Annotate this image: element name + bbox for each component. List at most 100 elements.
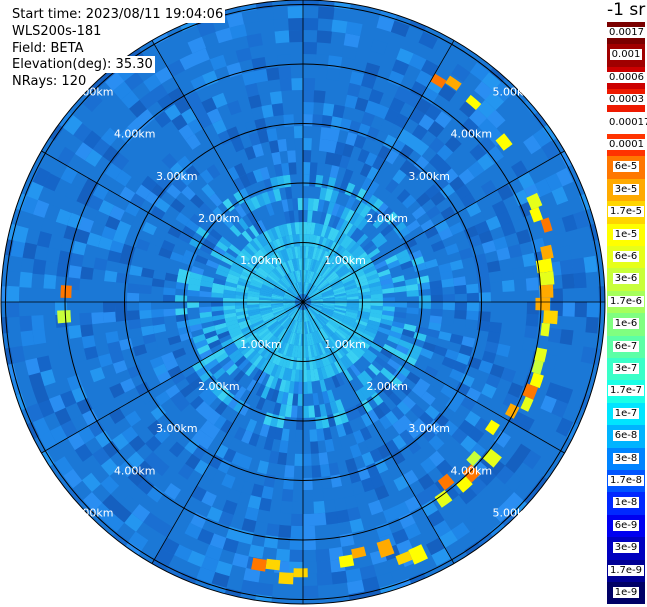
scan-cell: [284, 275, 293, 286]
scan-cell: [202, 70, 219, 87]
scan-cell: [288, 30, 304, 43]
scan-cell: [477, 99, 496, 119]
scan-cell: [503, 492, 523, 512]
scan-cell: [128, 531, 149, 551]
scan-cell: [330, 570, 348, 585]
scan-cell: [333, 497, 348, 512]
scan-cell: [341, 322, 353, 331]
scan-cell: [310, 369, 316, 382]
scan-cell: [212, 282, 225, 290]
scan-cell: [346, 293, 359, 298]
scan-cell: [302, 369, 308, 383]
scan-cell: [421, 59, 440, 78]
scan-cell: [370, 289, 383, 295]
scan-cell: [290, 405, 298, 418]
scan-cell: [338, 343, 349, 355]
scan-cell: [365, 244, 378, 256]
scan-cell: [317, 315, 327, 325]
scan-cell: [271, 306, 284, 311]
scan-cell: [112, 531, 129, 547]
scan-cell: [366, 323, 380, 331]
scan-cell: [257, 249, 268, 261]
scan-cell: [368, 281, 382, 288]
scan-cell: [310, 298, 323, 302]
scan-cell: [349, 443, 362, 459]
colorbar-cell: 6e-6: [607, 246, 645, 269]
scan-cell: [302, 465, 313, 479]
scan-cell: [344, 94, 359, 109]
scan-cell: [124, 71, 144, 91]
scan-cell: [323, 163, 333, 177]
scan-cell: [291, 271, 297, 284]
scan-cell: [356, 233, 369, 246]
scan-cell: [442, 168, 459, 184]
scan-cell: [199, 311, 213, 319]
scan-cell: [250, 195, 261, 210]
scan-cell: [394, 296, 408, 303]
scan-cell: [28, 213, 45, 232]
scan-cell: [72, 348, 87, 364]
scan-cell: [86, 232, 102, 248]
scan-cell: [254, 271, 267, 280]
scan-cell: [49, 124, 64, 141]
scan-cell: [356, 373, 369, 387]
scan-cell: [382, 506, 399, 523]
scan-cell: [277, 341, 286, 354]
scan-cell: [205, 43, 224, 60]
scan-cell: [190, 194, 205, 209]
scan-cell: [308, 307, 318, 317]
scan-cell: [237, 358, 250, 371]
scan-cell: [314, 260, 321, 273]
scan-cell: [271, 296, 284, 300]
scan-cell: [286, 368, 293, 381]
scan-cell: [328, 319, 340, 328]
range-ring-label: 3.00km: [408, 422, 450, 435]
scan-cell: [151, 277, 165, 288]
scan-cell: [357, 310, 371, 317]
scan-cell: [389, 375, 403, 388]
scan-cell: [434, 220, 450, 234]
scan-cell: [283, 295, 296, 300]
scan-cell: [28, 371, 45, 390]
scan-cell: [303, 0, 320, 7]
scan-cell: [346, 302, 359, 305]
scan-cell: [304, 258, 308, 271]
scan-cell: [274, 365, 282, 379]
scan-cell: [162, 294, 176, 302]
scan-cell: [316, 162, 326, 176]
scan-cell: [26, 403, 44, 423]
scan-cell: [440, 384, 456, 399]
scan-cell: [249, 239, 261, 252]
scan-cell: [313, 404, 322, 418]
scan-cell: [522, 488, 538, 505]
scan-cell: [369, 312, 382, 319]
scan-cell: [235, 307, 248, 313]
scan-cell: [161, 351, 176, 364]
scan-cell: [305, 309, 310, 322]
colorbar-cell: 1.7e-7: [607, 380, 645, 403]
scan-cell: [125, 177, 142, 194]
scan-cell: [416, 212, 431, 226]
scan-cell: [305, 283, 312, 295]
scan-cell: [485, 90, 505, 111]
scan-cell: [428, 153, 445, 170]
scan-cell: [266, 67, 280, 81]
scan-cell: [453, 276, 467, 287]
scan-cell: [60, 419, 78, 438]
scan-cell: [129, 265, 143, 277]
scan-cell: [430, 294, 444, 303]
scan-cell: [324, 338, 334, 351]
scan-cell: [488, 522, 506, 538]
scan-cell: [340, 207, 351, 221]
scan-cell: [233, 399, 245, 413]
scan-cell: [226, 62, 243, 78]
scan-cell: [327, 320, 339, 330]
scan-cell: [312, 198, 320, 212]
scan-cell: [416, 378, 431, 392]
scan-cell: [372, 155, 386, 171]
scan-cell: [75, 228, 91, 244]
scan-cell: [377, 444, 391, 459]
scan-cell: [205, 544, 223, 561]
scan-cell: [376, 202, 389, 216]
scan-cell: [288, 287, 298, 297]
